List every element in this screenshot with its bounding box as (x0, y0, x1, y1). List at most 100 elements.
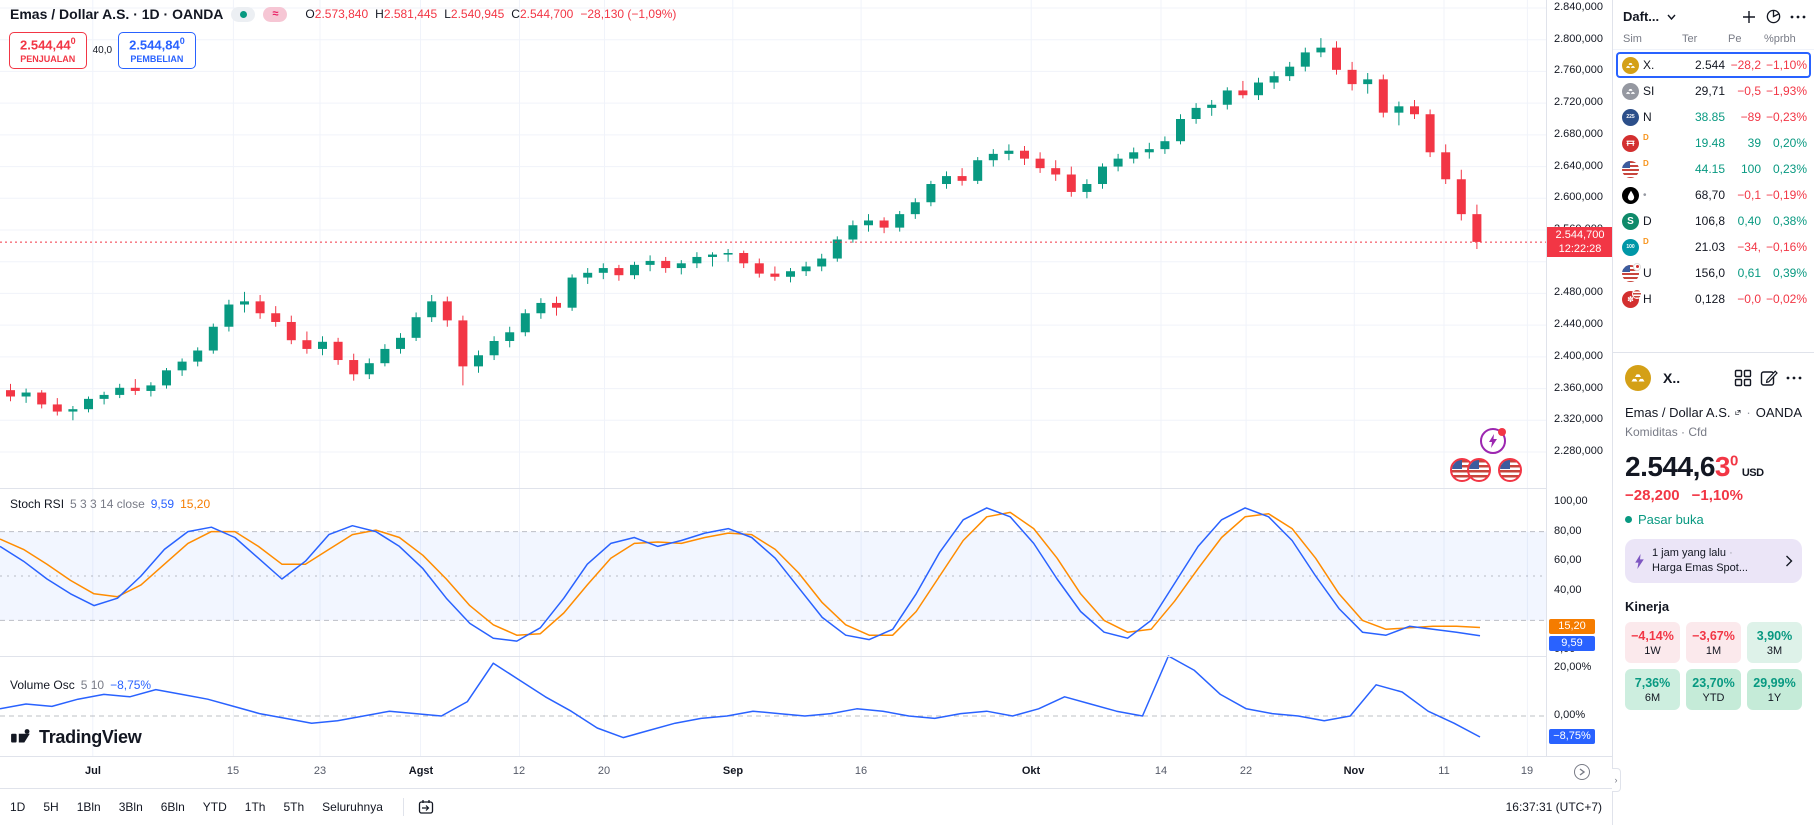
stoch-d-value: 15,20 (180, 497, 211, 511)
time-axis[interactable]: Jul 15 23 Agst 12 20 Sep 16 Okt 14 22 Nov 11 19 (0, 756, 1612, 788)
grid-layout-icon[interactable] (1734, 369, 1752, 387)
watchlist-row[interactable]: S D 106,8 0,40 0,38% (1616, 208, 1811, 234)
watchlist-row[interactable]: 100 D 21.03 −34, −0,16% (1616, 234, 1811, 260)
row-change: −0,0 (1737, 292, 1761, 306)
stoch-tick-label: 60,00 (1554, 554, 1582, 567)
watchlist-row[interactable]: U 156,0 0,61 0,39% (1616, 260, 1811, 286)
range-button-ytd[interactable]: YTD (202, 800, 227, 814)
delayed-data-badge: D (1643, 237, 1649, 246)
watchlist-row[interactable]: D 44.15 100 0,23% (1616, 156, 1811, 182)
chevron-down-icon[interactable] (1667, 14, 1676, 20)
compose-note-icon[interactable] (1760, 369, 1778, 387)
us-economic-event-icon[interactable] (1498, 458, 1522, 482)
row-symbol: H (1643, 292, 1652, 306)
symbol-title[interactable]: Emas / Dollar A.S. · 1D · OANDA (10, 6, 224, 22)
go-to-realtime-icon[interactable] (1574, 764, 1590, 780)
price-tick-label: 2.680,000 (1554, 127, 1603, 140)
heatmap-donut-icon[interactable] (1765, 8, 1782, 25)
detail-change: −28,200 −1,10% (1625, 487, 1743, 504)
row-change: −28,2 (1730, 58, 1761, 72)
row-change: −34, (1737, 240, 1761, 254)
watchlist-row[interactable]: 225 N 38.85 −89 −0,23% (1616, 104, 1811, 130)
stoch-k-value: 9,59 (150, 497, 175, 511)
row-last-price: 38.85 (1694, 110, 1725, 124)
market-open-dot-icon (1625, 516, 1632, 523)
stoch-rsi-legend[interactable]: Stoch RSI 5 3 3 14 close 9,59 15,20 (10, 497, 211, 511)
range-button-6bln[interactable]: 6Bln (160, 800, 185, 814)
time-axis-label: 11 (1438, 765, 1450, 777)
volume-osc-legend[interactable]: Volume Osc 5 10 −8,75% (10, 678, 152, 692)
row-last-price: 44.15 (1694, 162, 1725, 176)
performance-value: 23,70% (1692, 676, 1735, 690)
watchlist-column-headers[interactable]: Sim Ter Pe %prbh (1613, 29, 1814, 50)
detail-exchange[interactable]: OANDA (1755, 405, 1802, 420)
row-last-price: 68,70 (1694, 188, 1725, 202)
column-header[interactable]: Pe (1728, 33, 1742, 45)
chevron-right-icon (1786, 555, 1793, 567)
watchlist-row[interactable]: X. 2.544 −28,2 −1,10% (1616, 52, 1811, 78)
detail-name[interactable]: Emas / Dollar A.S. (1625, 405, 1731, 420)
performance-cell-3m[interactable]: 3,90% 3M (1747, 622, 1802, 663)
wave-toggle-icon[interactable]: ≈ (263, 6, 288, 22)
symbol-legend: Emas / Dollar A.S. · 1D · OANDA ≈ O2.573… (10, 6, 676, 22)
column-header[interactable]: Ter (1682, 33, 1698, 45)
watchlist-row[interactable]: SI 29,71 −0,5 −1,93% (1616, 78, 1811, 104)
tradingview-logo[interactable]: TradingView (10, 726, 142, 748)
performance-cell-1y[interactable]: 29,99% 1Y (1747, 669, 1802, 710)
silver-icon (1622, 82, 1639, 100)
symbol-detail: X.. (1613, 353, 1814, 720)
chart-canvas[interactable]: Emas / Dollar A.S. · 1D · OANDA ≈ O2.573… (0, 0, 1546, 756)
column-header[interactable]: Sim (1623, 33, 1642, 45)
time-axis-label: 14 (1154, 765, 1168, 777)
panel-collapse-handle[interactable]: › (1612, 768, 1621, 792)
market-status: Pasar buka (1625, 512, 1802, 527)
watchlist-row[interactable]: ✽ H 0,128 −0,0 −0,02% (1616, 286, 1811, 312)
delayed-data-badge: D (1643, 133, 1649, 142)
toolbar-divider (402, 798, 404, 816)
session-clock[interactable]: 16:37:31 (UTC+7) (1505, 800, 1602, 814)
watchlist-row[interactable]: D 19.48 39 0,20% (1616, 130, 1811, 156)
nikkei225-icon: 225 (1622, 108, 1639, 126)
detail-symbol[interactable]: X.. (1663, 370, 1681, 386)
price-tick-label: 2.640,000 (1554, 159, 1603, 172)
range-button-1bln[interactable]: 1Bln (76, 800, 101, 814)
volume-tick-label: 0,00% (1554, 709, 1586, 721)
more-options-icon[interactable] (1790, 15, 1806, 19)
row-change-percent: 0,39% (1772, 266, 1807, 280)
row-symbol: SI (1643, 84, 1655, 98)
news-flash-icon[interactable] (1480, 428, 1506, 454)
performance-cell-1w[interactable]: −4,14% 1W (1625, 622, 1680, 663)
price-chart[interactable] (0, 0, 1546, 756)
row-change-percent: −1,93% (1765, 84, 1807, 98)
performance-grid: −4,14% 1W −3,67% 1M 3,90% 3M 7,36% 6M 23,70% YTD 2… (1625, 622, 1802, 720)
performance-cell-ytd[interactable]: 23,70% YTD (1686, 669, 1741, 710)
range-button-5th[interactable]: 5Th (283, 800, 305, 814)
go-to-date-icon[interactable] (418, 799, 435, 815)
range-button-1d[interactable]: 1D (10, 800, 26, 814)
sell-button[interactable]: 2.544,440 PENJUALAN (9, 32, 87, 69)
row-change: −0,5 (1737, 84, 1761, 98)
watchlist-row[interactable]: • 68,70 −0,1 −0,19% (1616, 182, 1811, 208)
range-button-5h[interactable]: 5H (43, 800, 59, 814)
performance-cell-6m[interactable]: 7,36% 6M (1625, 669, 1680, 710)
column-header[interactable]: %prbh (1764, 33, 1796, 45)
stoch-tick-label: 80,00 (1554, 524, 1582, 537)
buy-button[interactable]: 2.544,840 PEMBELIAN (118, 32, 196, 69)
visibility-toggle-icon[interactable] (231, 6, 256, 22)
usdjpy-flag-icon (1622, 262, 1641, 282)
add-symbol-icon[interactable] (1741, 9, 1757, 25)
performance-cell-1m[interactable]: −3,67% 1M (1686, 622, 1741, 663)
range-button-3bln[interactable]: 3Bln (118, 800, 143, 814)
more-options-icon[interactable] (1786, 376, 1802, 380)
watchlist-panel: › Daft... Sim Ter Pe %prbh X. 2.544 −28,2 −1,1… (1612, 0, 1814, 825)
price-tick-label: 2.720,000 (1554, 96, 1603, 109)
price-axis[interactable]: 2.840,000 2.800,000 2.760,000 2.720,000 2.68… (1546, 0, 1613, 756)
us-economic-event-icon[interactable] (1467, 458, 1491, 482)
price-tick-label: 2.840,000 (1554, 1, 1603, 13)
external-link-icon[interactable] (1735, 407, 1741, 418)
news-pill[interactable]: 1 jam yang lalu · Harga Emas Spot... (1625, 539, 1802, 583)
range-button-seluruhnya[interactable]: Seluruhnya (322, 800, 383, 814)
range-button-1th[interactable]: 1Th (244, 800, 266, 814)
watchlist-title[interactable]: Daft... (1623, 9, 1660, 24)
row-change: 0,40 (1737, 214, 1761, 228)
